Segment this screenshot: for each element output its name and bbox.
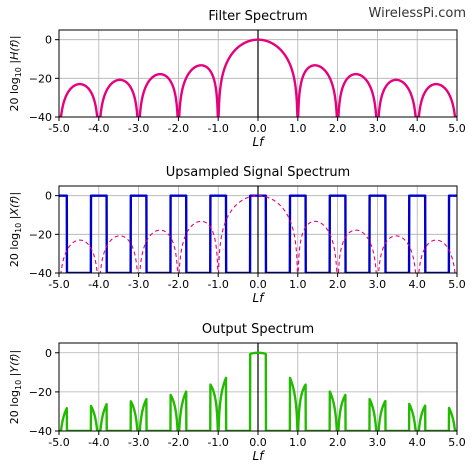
x-tick-label: -5.0 (48, 436, 69, 449)
chart-panel-1: -5.0 -4.0 -3.0 -2.0 -1.0 0.0 1.0 2.0 3.0 4.0 5.0 0 −… (8, 9, 466, 149)
y-axis-label: 20 log10 |Y(f)| (8, 350, 23, 425)
x-tick-label: 2.0 (329, 278, 347, 291)
x-tick-label: -4.0 (88, 278, 109, 291)
y-tick-label: −40 (29, 111, 52, 124)
chart-title: Output Spectrum (202, 322, 314, 337)
x-tick-label: 2.0 (329, 122, 347, 135)
chart-title: Filter Spectrum (208, 9, 307, 24)
x-tick-label: -1.0 (207, 278, 228, 291)
y-tick-label: −40 (29, 425, 52, 438)
x-tick-label: 5.0 (448, 436, 466, 449)
chart-panel-2: -5.0 -4.0 -3.0 -2.0 -1.0 0.0 1.0 2.0 3.0 4.0 5.0 0 −… (8, 165, 466, 305)
x-tick-label: 0.0 (249, 278, 267, 291)
x-tick-label: 3.0 (369, 436, 387, 449)
x-tick-label: -3.0 (128, 436, 149, 449)
y-tick-label: 0 (45, 190, 52, 203)
x-tick-label: 4.0 (408, 436, 426, 449)
series-line-2 (59, 195, 457, 273)
x-tick-label: -4.0 (88, 122, 109, 135)
x-tick-label: 1.0 (289, 122, 307, 135)
x-tick-label: 3.0 (369, 122, 387, 135)
y-tick-label: −20 (29, 386, 52, 399)
x-tick-label: -1.0 (207, 436, 228, 449)
x-tick-label: -2.0 (168, 436, 189, 449)
x-tick-label: 0.0 (249, 436, 267, 449)
y-tick-label: −40 (29, 267, 52, 280)
watermark: WirelessPi.com (368, 6, 466, 21)
y-tick-label: 0 (45, 347, 52, 360)
y-tick-label: −20 (29, 72, 52, 85)
x-axis-label: Lf (253, 449, 266, 463)
x-tick-label: 0.0 (249, 122, 267, 135)
x-tick-label: -2.0 (168, 122, 189, 135)
x-tick-label: -2.0 (168, 278, 189, 291)
x-tick-label: 1.0 (289, 436, 307, 449)
y-axis-label: 20 log10 |H(f)| (8, 35, 23, 111)
x-axis-label: Lf (253, 291, 266, 305)
x-tick-label: -5.0 (48, 278, 69, 291)
x-tick-label: 5.0 (448, 122, 466, 135)
y-axis-label: 20 log10 |X(f)| (8, 192, 23, 267)
series-line-1 (59, 38, 457, 117)
x-axis-label: Lf (253, 135, 266, 149)
y-tick-label: 0 (45, 34, 52, 47)
series-line-1 (59, 194, 457, 273)
x-tick-label: 5.0 (448, 278, 466, 291)
x-tick-label: 3.0 (369, 278, 387, 291)
series-line-1 (59, 351, 457, 431)
x-tick-label: -5.0 (48, 122, 69, 135)
x-tick-label: -4.0 (88, 436, 109, 449)
chart-panel-3: -5.0 -4.0 -3.0 -2.0 -1.0 0.0 1.0 2.0 3.0 4.0 5.0 0 −… (8, 322, 466, 463)
y-tick-label: −20 (29, 228, 52, 241)
x-tick-label: -3.0 (128, 278, 149, 291)
x-tick-label: 4.0 (408, 122, 426, 135)
x-tick-label: -3.0 (128, 122, 149, 135)
x-tick-label: 1.0 (289, 278, 307, 291)
chart-title: Upsampled Signal Spectrum (166, 165, 350, 180)
x-tick-label: 4.0 (408, 278, 426, 291)
x-tick-label: -1.0 (207, 122, 228, 135)
x-tick-label: 2.0 (329, 436, 347, 449)
